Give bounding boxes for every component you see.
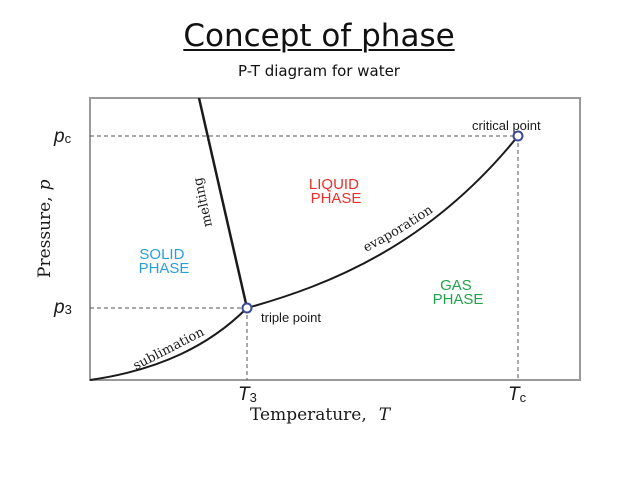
sublimation-curve — [89, 307, 248, 381]
critical-point-label: critical point — [472, 118, 541, 133]
title-text: Concept of phase — [183, 18, 455, 54]
evaporation-curve — [246, 135, 519, 309]
triple-point-label: triple point — [261, 310, 321, 325]
y-tick-pc: pc — [53, 126, 72, 147]
solid-phase-label: SOLID PHASE — [139, 246, 190, 277]
plot-frame — [89, 97, 581, 381]
page-subtitle: P-T diagram for water — [238, 62, 400, 80]
x-tick-t3: T3 — [238, 384, 257, 405]
evaporation-label: evaporation — [361, 202, 436, 255]
critical-point-marker — [512, 130, 524, 142]
liquid-phase-label: LIQUID PHASE — [309, 176, 363, 207]
sublimation-label: sublimation — [131, 324, 207, 373]
triple-point-marker — [241, 302, 253, 314]
y-tick-p3: p3 — [53, 297, 72, 318]
melting-label: melting — [191, 176, 216, 228]
x-axis-title: Temperature, T — [250, 405, 392, 425]
page-title: Concept of phase — [0, 18, 638, 54]
gas-phase-label: GAS PHASE — [433, 277, 484, 308]
x-tick-tc: Tc — [508, 384, 527, 405]
y-axis-title: Pressure,p — [35, 179, 55, 278]
melting-curve — [197, 97, 249, 309]
